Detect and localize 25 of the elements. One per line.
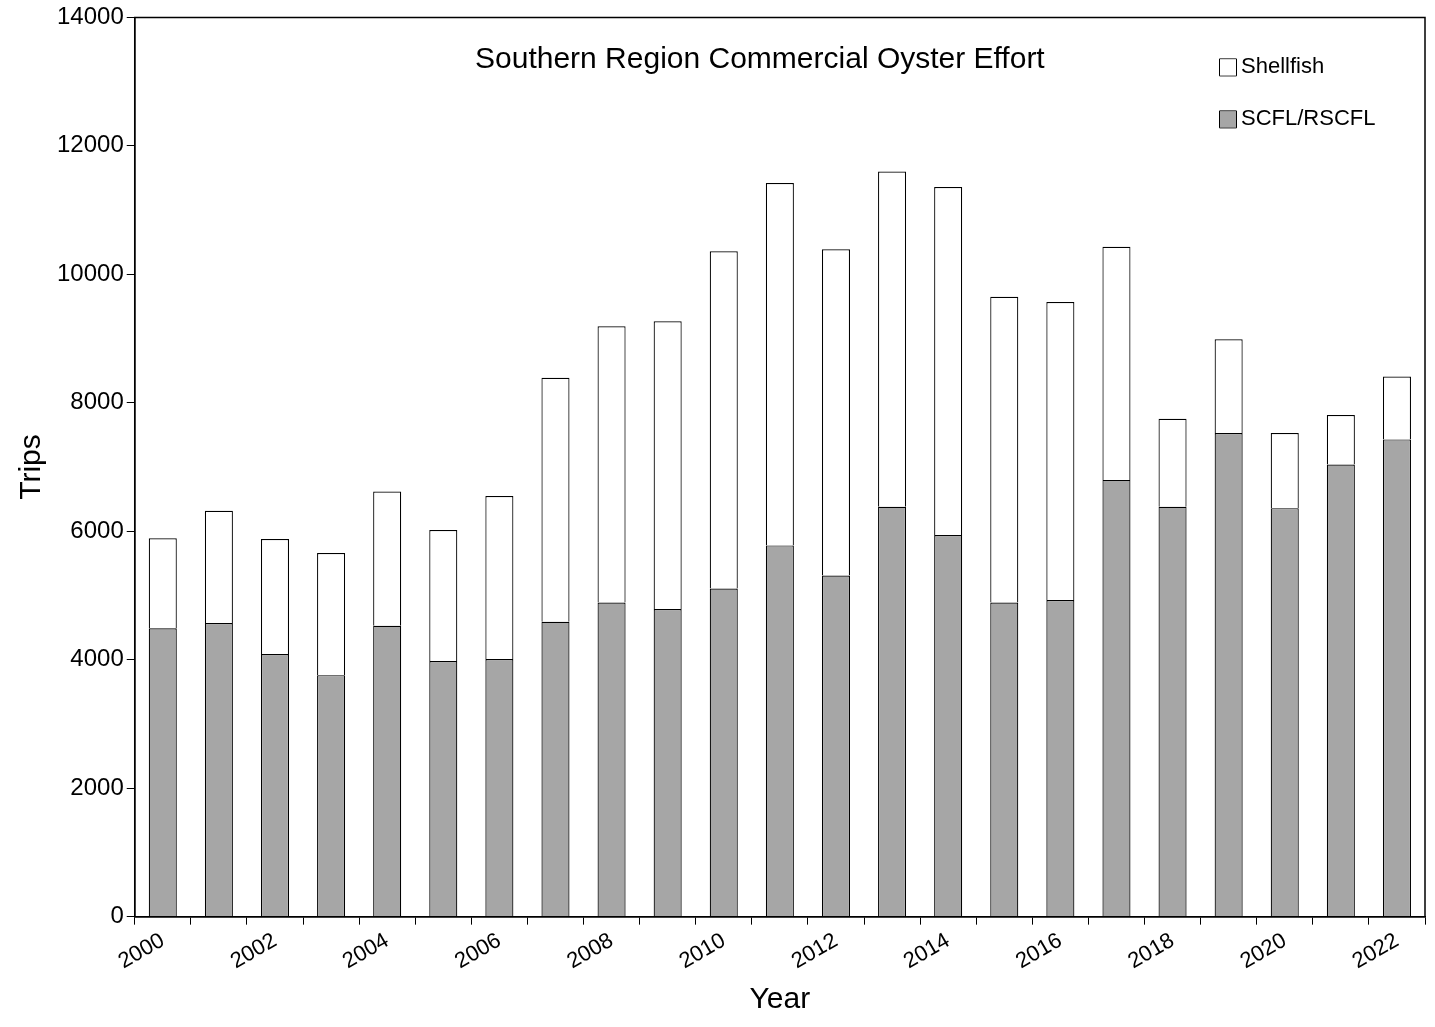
- legend-label: SCFL/RSCFL: [1241, 105, 1376, 131]
- y-axis-title: Trips: [13, 434, 47, 500]
- y-tick-label: 2000: [70, 772, 124, 800]
- y-tick-label: 0: [110, 901, 124, 929]
- x-tick-label: 2020: [1235, 927, 1291, 974]
- x-tick-label: 2014: [898, 927, 954, 974]
- x-tick-label: 2000: [113, 927, 169, 974]
- x-tick-label: 2010: [674, 927, 730, 974]
- y-tick-label: 6000: [70, 515, 124, 543]
- x-axis-title: Year: [749, 981, 811, 1015]
- y-tick-label: 8000: [70, 387, 124, 415]
- x-tick-label: 2012: [786, 927, 842, 974]
- x-tick-label: 2018: [1123, 927, 1179, 974]
- text: Southern Region Commercial Oyster Effort: [475, 40, 1046, 74]
- x-tick-label: 2006: [450, 927, 505, 974]
- y-tick-label: 12000: [56, 130, 124, 158]
- x-tick-label: 2008: [562, 927, 618, 974]
- y-tick-label: 4000: [70, 644, 124, 672]
- y-tick-label: 14000: [56, 2, 124, 30]
- x-tick-label: 2022: [1347, 927, 1403, 974]
- x-tick-label: 2002: [225, 927, 281, 974]
- x-tick-label: 2004: [337, 927, 393, 974]
- x-tick-label: 2016: [1011, 927, 1066, 974]
- legend-label: Shellfish: [1241, 53, 1325, 79]
- y-tick-label: 10000: [56, 258, 124, 286]
